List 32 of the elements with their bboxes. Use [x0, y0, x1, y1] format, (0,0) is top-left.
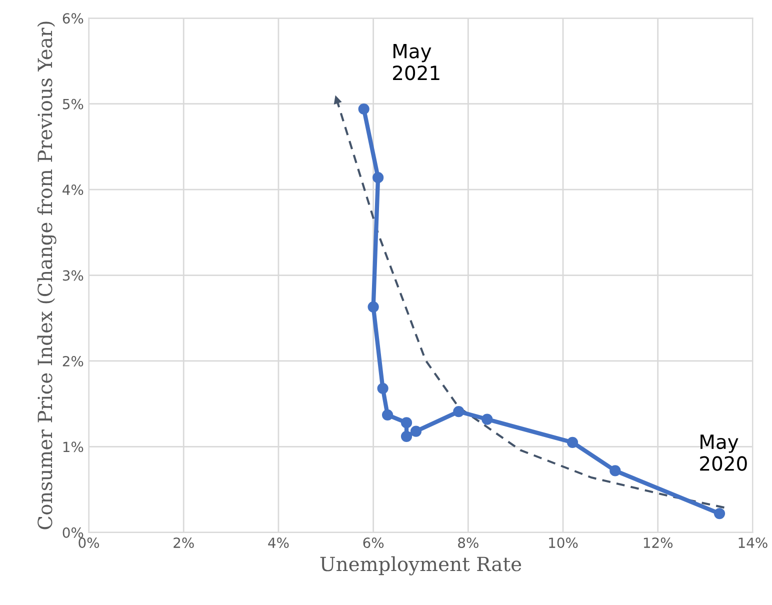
point — [400, 417, 412, 428]
point — [358, 103, 370, 115]
y-tick-label: 4% — [62, 184, 84, 196]
point — [610, 465, 621, 476]
point — [482, 414, 493, 425]
y-tick-label: 6% — [62, 13, 84, 24]
y-tick-label: 2% — [62, 356, 84, 366]
y-tick-label: 3% — [62, 270, 84, 281]
x-tick-label: 2% — [174, 538, 194, 548]
point — [382, 409, 394, 421]
x-axis-title: Unemployment Rate — [320, 556, 522, 576]
annotation: May 2021 — [393, 44, 440, 80]
y-tick-label: 5% — [62, 98, 84, 110]
point — [400, 430, 412, 442]
x-tick-label: 8% — [458, 538, 478, 548]
point — [368, 301, 379, 313]
point — [377, 382, 388, 394]
point — [566, 436, 578, 448]
y-tick-label: 1% — [63, 442, 84, 452]
point — [372, 172, 384, 184]
point — [410, 426, 422, 437]
x-tick-label: 14% — [738, 538, 768, 548]
x-tick-label: 0% — [78, 538, 100, 548]
x-tick-label: 10% — [549, 538, 578, 548]
x-tick-label: 4% — [268, 538, 289, 548]
point — [453, 406, 464, 418]
point — [714, 508, 726, 520]
annotation: May 2020 — [700, 434, 747, 471]
x-tick-label: 6% — [363, 538, 384, 548]
y-tick-label: 0% — [62, 527, 84, 538]
y-axis-title: Consumer Price Index (Change from Previous Year) — [37, 22, 56, 530]
x-tick-label: 12% — [644, 538, 673, 548]
